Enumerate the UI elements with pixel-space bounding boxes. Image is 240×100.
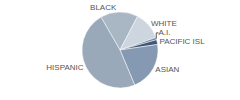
svg-text:BLACK: BLACK (90, 3, 117, 12)
svg-text:PACIFIC ISL: PACIFIC ISL (159, 37, 205, 46)
svg-text:ASIAN: ASIAN (155, 65, 179, 74)
svg-text:WHITE: WHITE (151, 19, 177, 28)
svg-text:HISPANIC: HISPANIC (46, 63, 83, 72)
svg-text:A.I.: A.I. (159, 28, 171, 37)
